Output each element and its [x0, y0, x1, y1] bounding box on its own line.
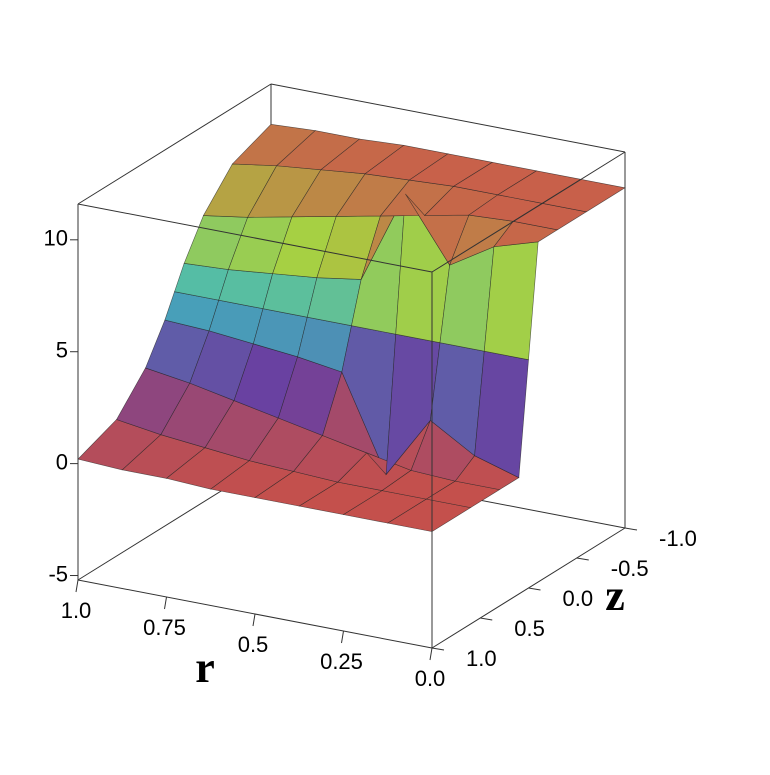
- x-tick-label: 1.0: [61, 598, 92, 623]
- y-tick-label: 1.0: [466, 646, 497, 671]
- x-tick: [429, 647, 433, 661]
- v-tick-label: 5: [56, 338, 68, 363]
- surface: [77, 123, 626, 532]
- x-tick-label: 0.75: [143, 615, 186, 640]
- y-tick: [576, 557, 589, 561]
- v-tick-label: -5: [48, 561, 68, 586]
- x-tick: [75, 579, 79, 593]
- x-tick: [252, 613, 256, 627]
- x-tick-label: 0.5: [238, 632, 269, 657]
- box-edge: [77, 203, 433, 273]
- x-tick: [341, 630, 344, 644]
- surface-patch: [474, 350, 529, 479]
- box-front: -5 0 5 10 1.0 0.75 0.5 0.25 0.0 1.0 0.5 0.0 -0.5 -1.0: [44, 151, 697, 691]
- box-edge: [77, 83, 272, 205]
- x-tick: [164, 596, 167, 610]
- y-tick: [528, 587, 541, 591]
- y-tick-label: 0.0: [563, 586, 594, 611]
- x-axis-label: r: [195, 643, 215, 692]
- y-tick: [480, 617, 493, 621]
- v-tick-label: 0: [56, 449, 68, 474]
- box-edge: [270, 83, 626, 153]
- v-tick-label: 10: [44, 226, 68, 251]
- x-tick-label: 0.25: [320, 649, 363, 674]
- y-tick-label: -0.5: [611, 556, 649, 581]
- x-tick-label: 0.0: [415, 666, 446, 691]
- y-tick: [431, 647, 445, 651]
- y-tick-label: 0.5: [514, 616, 545, 641]
- box-edge: [431, 151, 626, 273]
- y-tick-label: -1.0: [659, 526, 697, 551]
- y-tick: [624, 527, 638, 531]
- y-axis-label: z: [605, 571, 625, 620]
